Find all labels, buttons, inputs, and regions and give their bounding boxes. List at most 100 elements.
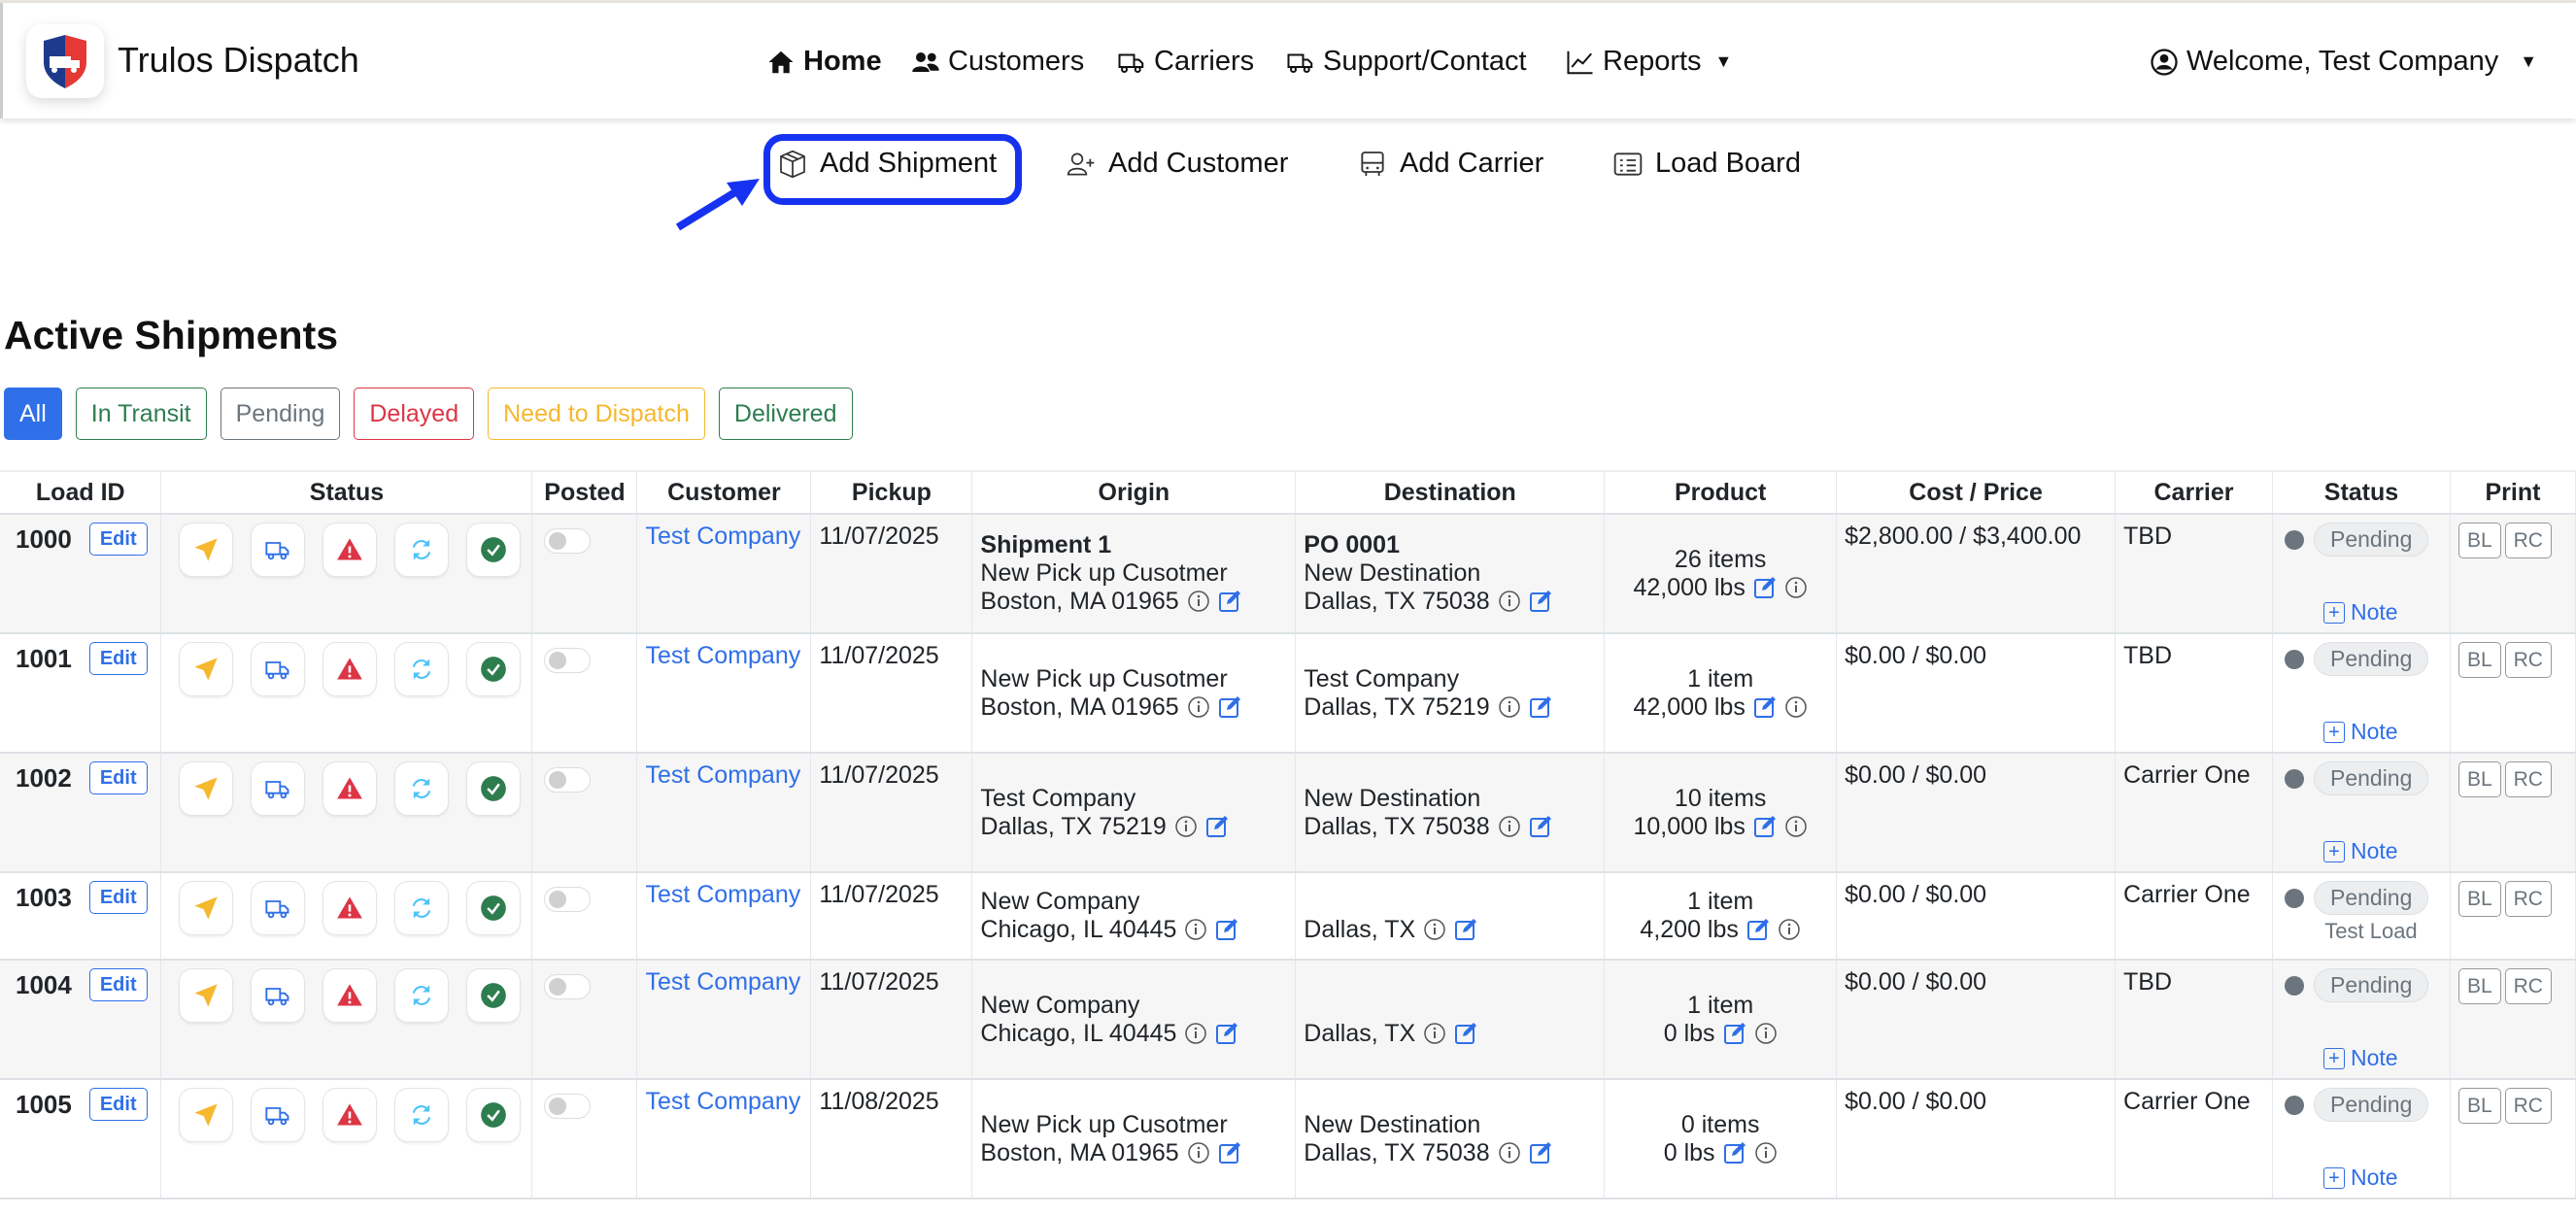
pending-refresh-button[interactable] xyxy=(394,761,450,816)
delayed-warning-button[interactable] xyxy=(322,881,378,935)
add-shipment-button[interactable]: Add Shipment xyxy=(777,148,997,180)
print-rc-button[interactable]: RC xyxy=(2504,523,2552,558)
print-bl-button[interactable]: BL xyxy=(2457,642,2501,678)
dispatch-plane-button[interactable] xyxy=(179,642,234,696)
info-icon[interactable] xyxy=(1784,815,1808,838)
info-icon[interactable] xyxy=(1187,1141,1210,1165)
edit-pen-icon[interactable] xyxy=(1218,695,1241,719)
user-menu[interactable]: Welcome, Test Company ▼ xyxy=(2150,46,2537,78)
edit-button[interactable]: Edit xyxy=(88,881,148,914)
add-note-button[interactable]: + Note xyxy=(2322,1164,2398,1192)
info-icon[interactable] xyxy=(1187,590,1210,613)
info-icon[interactable] xyxy=(1184,918,1207,941)
in-transit-truck-button[interactable] xyxy=(251,761,306,816)
print-rc-button[interactable]: RC xyxy=(2504,761,2552,797)
filter-delayed[interactable]: Delayed xyxy=(354,388,475,440)
load-board-button[interactable]: Load Board xyxy=(1612,148,1801,180)
print-bl-button[interactable]: BL xyxy=(2457,1088,2501,1124)
filter-delivered[interactable]: Delivered xyxy=(718,388,853,440)
filter-in-transit[interactable]: In Transit xyxy=(75,388,207,440)
customer-link[interactable]: Test Company xyxy=(645,968,801,996)
print-bl-button[interactable]: BL xyxy=(2457,881,2501,917)
customer-link[interactable]: Test Company xyxy=(645,523,801,550)
print-bl-button[interactable]: BL xyxy=(2457,968,2501,1004)
dispatch-plane-button[interactable] xyxy=(179,523,234,577)
delayed-warning-button[interactable] xyxy=(322,523,378,577)
info-icon[interactable] xyxy=(1498,815,1521,838)
posted-toggle[interactable] xyxy=(544,1094,592,1119)
info-icon[interactable] xyxy=(1784,576,1808,599)
pending-refresh-button[interactable] xyxy=(394,523,450,577)
status-badge[interactable]: Pending xyxy=(2313,968,2429,1002)
pending-refresh-button[interactable] xyxy=(394,881,450,935)
info-icon[interactable] xyxy=(1187,695,1210,719)
delayed-warning-button[interactable] xyxy=(322,642,378,696)
edit-button[interactable]: Edit xyxy=(88,642,148,675)
edit-pen-icon[interactable] xyxy=(1215,918,1238,941)
edit-pen-icon[interactable] xyxy=(1529,1141,1552,1165)
edit-pen-icon[interactable] xyxy=(1753,815,1777,838)
filter-all[interactable]: All xyxy=(4,388,62,440)
edit-pen-icon[interactable] xyxy=(1753,576,1777,599)
delayed-warning-button[interactable] xyxy=(322,968,378,1023)
delivered-check-button[interactable] xyxy=(466,642,522,696)
nav-reports-dropdown[interactable]: Reports ▼ xyxy=(1566,46,1732,78)
print-rc-button[interactable]: RC xyxy=(2504,642,2552,678)
pending-refresh-button[interactable] xyxy=(394,642,450,696)
delivered-check-button[interactable] xyxy=(466,761,522,816)
info-icon[interactable] xyxy=(1184,1022,1207,1045)
add-note-button[interactable]: + Note xyxy=(2322,1044,2398,1072)
customer-link[interactable]: Test Company xyxy=(645,761,801,789)
status-badge[interactable]: Pending xyxy=(2313,642,2429,676)
status-badge[interactable]: Pending xyxy=(2313,523,2429,557)
dispatch-plane-button[interactable] xyxy=(179,761,234,816)
logo[interactable] xyxy=(26,24,104,98)
posted-toggle[interactable] xyxy=(544,887,592,912)
print-rc-button[interactable]: RC xyxy=(2504,968,2552,1004)
edit-pen-icon[interactable] xyxy=(1205,815,1229,838)
nav-carriers[interactable]: Carriers xyxy=(1117,46,1254,78)
edit-pen-icon[interactable] xyxy=(1529,590,1552,613)
edit-pen-icon[interactable] xyxy=(1529,815,1552,838)
pending-refresh-button[interactable] xyxy=(394,968,450,1023)
info-icon[interactable] xyxy=(1174,815,1198,838)
delivered-check-button[interactable] xyxy=(466,1088,522,1142)
info-icon[interactable] xyxy=(1754,1022,1778,1045)
print-bl-button[interactable]: BL xyxy=(2457,761,2501,797)
pending-refresh-button[interactable] xyxy=(394,1088,450,1142)
delivered-check-button[interactable] xyxy=(466,881,522,935)
status-badge[interactable]: Pending xyxy=(2313,761,2429,795)
status-badge[interactable]: Pending xyxy=(2313,1088,2429,1122)
edit-pen-icon[interactable] xyxy=(1746,918,1770,941)
filter-need-to-dispatch[interactable]: Need to Dispatch xyxy=(488,388,705,440)
nav-home[interactable]: Home xyxy=(766,46,882,78)
info-icon[interactable] xyxy=(1423,918,1446,941)
posted-toggle[interactable] xyxy=(544,648,592,673)
add-carrier-button[interactable]: Add Carrier xyxy=(1357,148,1543,180)
filter-pending[interactable]: Pending xyxy=(220,388,341,440)
add-note-button[interactable]: + Note xyxy=(2322,718,2398,746)
delivered-check-button[interactable] xyxy=(466,968,522,1023)
print-rc-button[interactable]: RC xyxy=(2504,1088,2552,1124)
edit-pen-icon[interactable] xyxy=(1723,1141,1746,1165)
in-transit-truck-button[interactable] xyxy=(251,881,306,935)
dispatch-plane-button[interactable] xyxy=(179,881,234,935)
edit-pen-icon[interactable] xyxy=(1454,918,1477,941)
edit-pen-icon[interactable] xyxy=(1218,590,1241,613)
add-note-button[interactable]: + Note xyxy=(2322,598,2398,626)
add-note-button[interactable]: + Note xyxy=(2322,837,2398,865)
posted-toggle[interactable] xyxy=(544,528,592,554)
print-bl-button[interactable]: BL xyxy=(2457,523,2501,558)
info-icon[interactable] xyxy=(1778,918,1801,941)
info-icon[interactable] xyxy=(1784,695,1808,719)
edit-button[interactable]: Edit xyxy=(88,1088,148,1121)
edit-pen-icon[interactable] xyxy=(1218,1141,1241,1165)
delivered-check-button[interactable] xyxy=(466,523,522,577)
edit-button[interactable]: Edit xyxy=(88,761,148,794)
info-icon[interactable] xyxy=(1498,695,1521,719)
in-transit-truck-button[interactable] xyxy=(251,1088,306,1142)
posted-toggle[interactable] xyxy=(544,974,592,999)
info-icon[interactable] xyxy=(1754,1141,1778,1165)
customer-link[interactable]: Test Company xyxy=(645,1088,801,1115)
customer-link[interactable]: Test Company xyxy=(645,881,801,908)
